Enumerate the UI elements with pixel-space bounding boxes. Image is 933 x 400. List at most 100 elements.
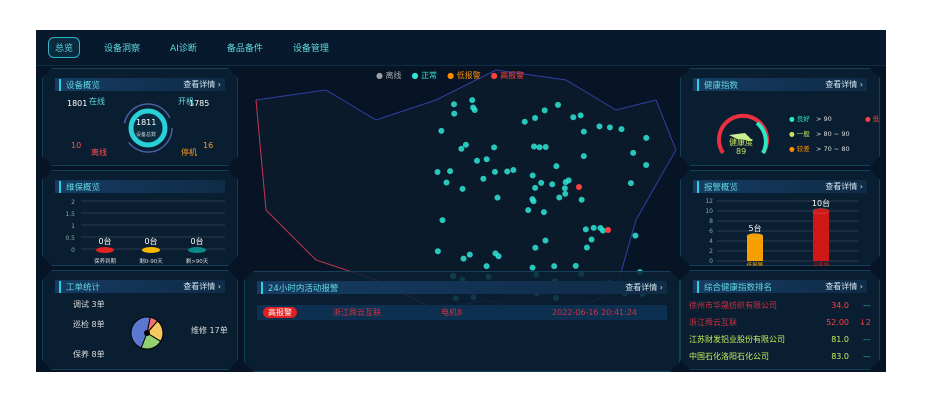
bar-label: 剩0-90天 [139, 257, 163, 265]
ranking-row[interactable]: 江苏财发铝业股份有限公司 81.0— [689, 335, 871, 344]
alarm-marker[interactable] [576, 184, 582, 190]
device-marker[interactable] [549, 181, 556, 188]
bar-label: 保养到期 [94, 257, 117, 265]
device-marker[interactable] [510, 167, 517, 174]
pie-label: 调试 3单 [73, 299, 105, 309]
device-marker[interactable] [588, 236, 595, 243]
more-link[interactable]: 查看详情 › [625, 283, 663, 292]
legend-normal[interactable]: ● 正常 [411, 71, 438, 80]
device-marker[interactable] [447, 168, 454, 175]
more-link[interactable]: 查看详情 › [825, 282, 863, 291]
legend-offline[interactable]: ● 离线 [376, 71, 402, 80]
device-marker[interactable] [458, 145, 465, 152]
ranking-row[interactable]: 浙江舜云互联 52.00 ↓2 [689, 318, 871, 327]
device-marker[interactable] [538, 179, 545, 186]
device-marker[interactable] [565, 177, 572, 184]
top-nav: 总览 设备洞察 AI诊断 备品备件 设备管理 [36, 30, 886, 66]
device-marker[interactable] [491, 168, 498, 175]
device-marker[interactable] [466, 251, 473, 258]
device-marker[interactable] [542, 237, 549, 244]
ranking-row[interactable]: 徐州市华晟纺织有限公司 34.0— [689, 301, 871, 310]
device-marker[interactable] [434, 168, 441, 175]
device-marker[interactable] [536, 144, 543, 151]
device-marker[interactable] [553, 163, 560, 170]
more-link[interactable]: 查看详情 › [183, 282, 221, 291]
device-marker[interactable] [562, 190, 569, 197]
device-marker[interactable] [583, 244, 590, 251]
legend-low[interactable]: ● 低报警 [447, 71, 481, 80]
device-marker[interactable] [504, 168, 511, 175]
tab-ai[interactable]: AI诊断 [170, 44, 197, 54]
device-marker[interactable] [632, 232, 639, 239]
device-marker[interactable] [541, 107, 548, 114]
device-marker[interactable] [443, 179, 450, 186]
device-marker[interactable] [540, 209, 547, 216]
ranking-row[interactable]: 中国石化洛阳石化公司 83.0— [689, 352, 871, 361]
device-marker[interactable] [450, 101, 457, 108]
device-marker[interactable] [531, 143, 538, 150]
bar-value: 0台 [144, 236, 157, 246]
device-marker[interactable] [532, 115, 539, 122]
more-link[interactable]: 查看详情 › [183, 80, 221, 89]
more-link[interactable]: 查看详情 › [825, 182, 863, 191]
device-marker[interactable] [439, 217, 446, 224]
device-marker[interactable] [521, 118, 528, 125]
device-marker[interactable] [529, 196, 536, 203]
tab-overview[interactable]: 总览 [48, 37, 81, 58]
device-marker[interactable] [532, 184, 539, 191]
device-marker[interactable] [597, 225, 604, 232]
device-marker[interactable] [596, 123, 603, 130]
device-marker[interactable] [469, 97, 476, 104]
device-marker[interactable] [561, 185, 568, 192]
device-marker[interactable] [578, 196, 585, 203]
device-marker[interactable] [494, 194, 501, 201]
device-marker[interactable] [462, 141, 469, 148]
device-marker[interactable] [580, 153, 587, 160]
y-tick: 4 [709, 238, 713, 245]
pie-slice[interactable] [131, 317, 150, 348]
tab-spares[interactable]: 备品备件 [226, 44, 263, 54]
device-marker[interactable] [551, 263, 558, 270]
more-link[interactable]: 查看详情 › [825, 80, 863, 89]
device-marker[interactable] [483, 263, 490, 270]
device-marker[interactable] [582, 226, 589, 233]
device-marker[interactable] [580, 128, 587, 135]
device-marker[interactable] [492, 250, 499, 257]
device-marker[interactable] [483, 156, 490, 163]
device-marker[interactable] [554, 101, 561, 108]
device-marker[interactable] [529, 264, 536, 271]
device-marker[interactable] [643, 161, 650, 168]
device-marker[interactable] [532, 244, 539, 251]
device-marker[interactable] [627, 180, 634, 187]
device-marker[interactable] [525, 207, 532, 214]
tab-insight[interactable]: 设备洞察 [104, 44, 141, 54]
device-marker[interactable] [451, 110, 458, 117]
device-marker[interactable] [542, 144, 549, 151]
y-tick: 10 [705, 208, 713, 215]
device-marker[interactable] [590, 224, 597, 231]
tab-management[interactable]: 设备管理 [292, 44, 329, 54]
device-marker[interactable] [606, 124, 613, 131]
alarm-bar[interactable] [747, 236, 763, 261]
device-marker[interactable] [529, 172, 536, 179]
alert-row[interactable]: 高报警 浙江舜云互联 电机8 2022-06-16 20:41:24 [257, 305, 667, 320]
legend-high[interactable]: ● 高报警 [490, 71, 525, 80]
device-marker[interactable] [491, 144, 498, 151]
device-marker[interactable] [630, 149, 637, 156]
device-marker[interactable] [618, 126, 625, 133]
device-marker[interactable] [556, 194, 563, 201]
device-marker[interactable] [643, 134, 650, 141]
alarm-marker[interactable] [605, 227, 611, 233]
device-marker[interactable] [470, 104, 477, 111]
device-marker[interactable] [570, 114, 577, 121]
device-marker[interactable] [480, 175, 487, 182]
online-label: 在线 [89, 97, 105, 106]
device-marker[interactable] [460, 255, 467, 262]
device-marker[interactable] [438, 127, 445, 134]
device-marker[interactable] [473, 157, 480, 164]
device-marker[interactable] [459, 185, 466, 192]
device-marker[interactable] [572, 262, 579, 269]
device-marker[interactable] [434, 248, 441, 255]
alarm-bar[interactable] [813, 211, 829, 261]
device-marker[interactable] [577, 112, 584, 119]
